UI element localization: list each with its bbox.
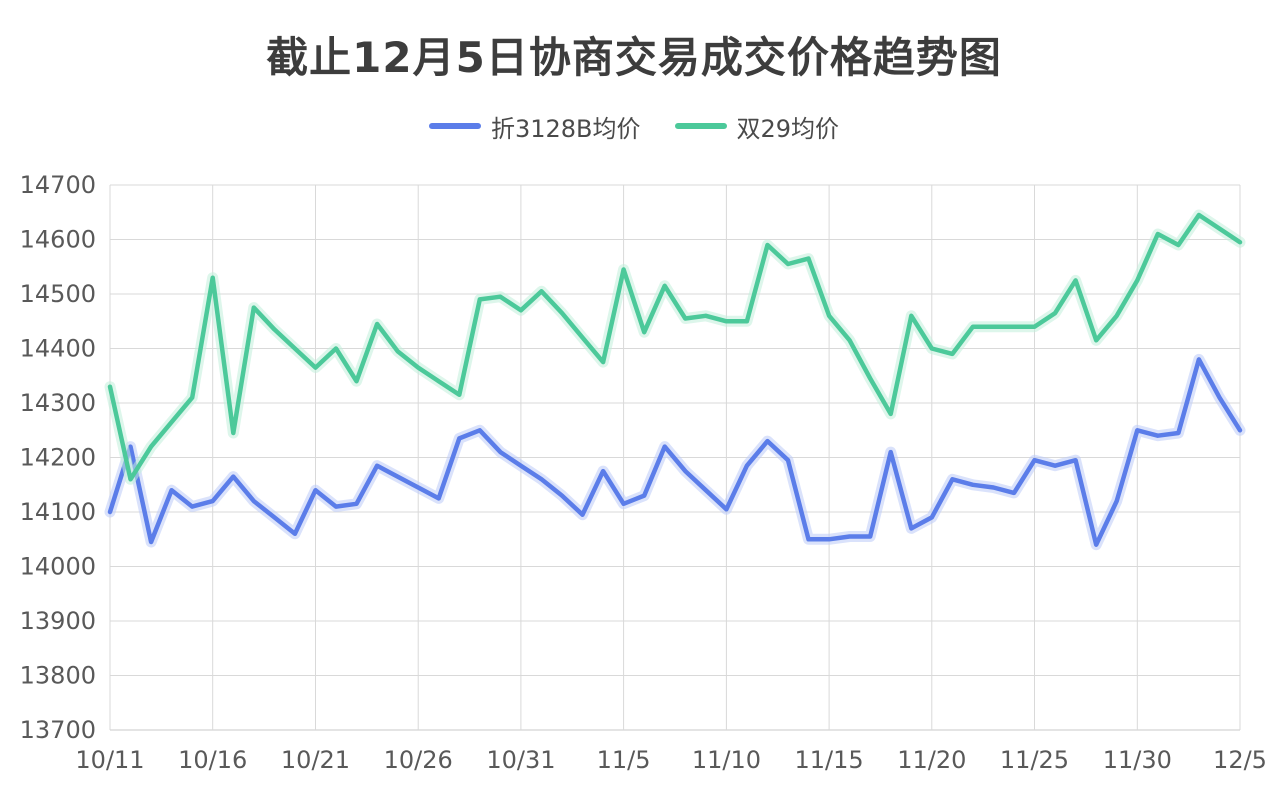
legend-line-swatch-blue-icon [428,123,481,129]
x-axis-tick-label: 11/20 [897,746,966,774]
legend-line-swatch-green-icon [674,123,727,129]
legend-item-shuang29[interactable]: 双29均价 [674,109,840,144]
legend: 折3128B均价 双29均价 [0,109,1268,144]
chart-title: 截止12月5日协商交易成交价格趋势图 [266,33,1002,82]
series-line-glow-0 [104,353,1246,551]
y-axis-tick-label: 14300 [20,389,96,417]
x-axis-tick-label: 11/10 [692,746,761,774]
y-axis-tick-label: 13800 [20,662,96,690]
y-axis-tick-label: 14200 [20,444,96,472]
x-axis-tick-label: 10/21 [281,746,350,774]
y-axis-tick-label: 14500 [20,280,96,308]
y-axis-tick-label: 13900 [20,607,96,635]
y-axis-tick-label: 14000 [20,553,96,581]
y-axis-tick-label: 14100 [20,498,96,526]
x-axis-tick-label: 12/5 [1213,746,1267,774]
trend-line-chart: 13700 13800 13900 14000 14100 14200 14300 14400… [20,171,1267,774]
x-axis-tick-label: 11/5 [597,746,651,774]
x-axis-tick-label: 11/25 [1000,746,1069,774]
y-axis-tick-label: 14700 [20,171,96,199]
legend-item-3128b[interactable]: 折3128B均价 [428,109,641,144]
y-axis-tick-label: 14600 [20,226,96,254]
y-axis-tick-label: 14400 [20,335,96,363]
series-line-1 [107,212,1243,482]
x-axis-tick-label: 10/26 [384,746,453,774]
x-axis-tick-label: 10/16 [178,746,247,774]
x-axis-tick-label: 11/30 [1103,746,1172,774]
y-axis-tick-label: 13700 [20,716,96,744]
series-line-0 [107,357,1243,547]
legend-label-3128b: 折3128B均价 [490,114,641,143]
x-axis-tick-label: 10/11 [75,746,144,774]
x-axis-tick-label: 11/15 [795,746,864,774]
x-axis-tick-label: 10/31 [486,746,555,774]
legend-label-shuang29: 双29均价 [736,114,840,143]
series-line-glow-1 [104,209,1246,485]
